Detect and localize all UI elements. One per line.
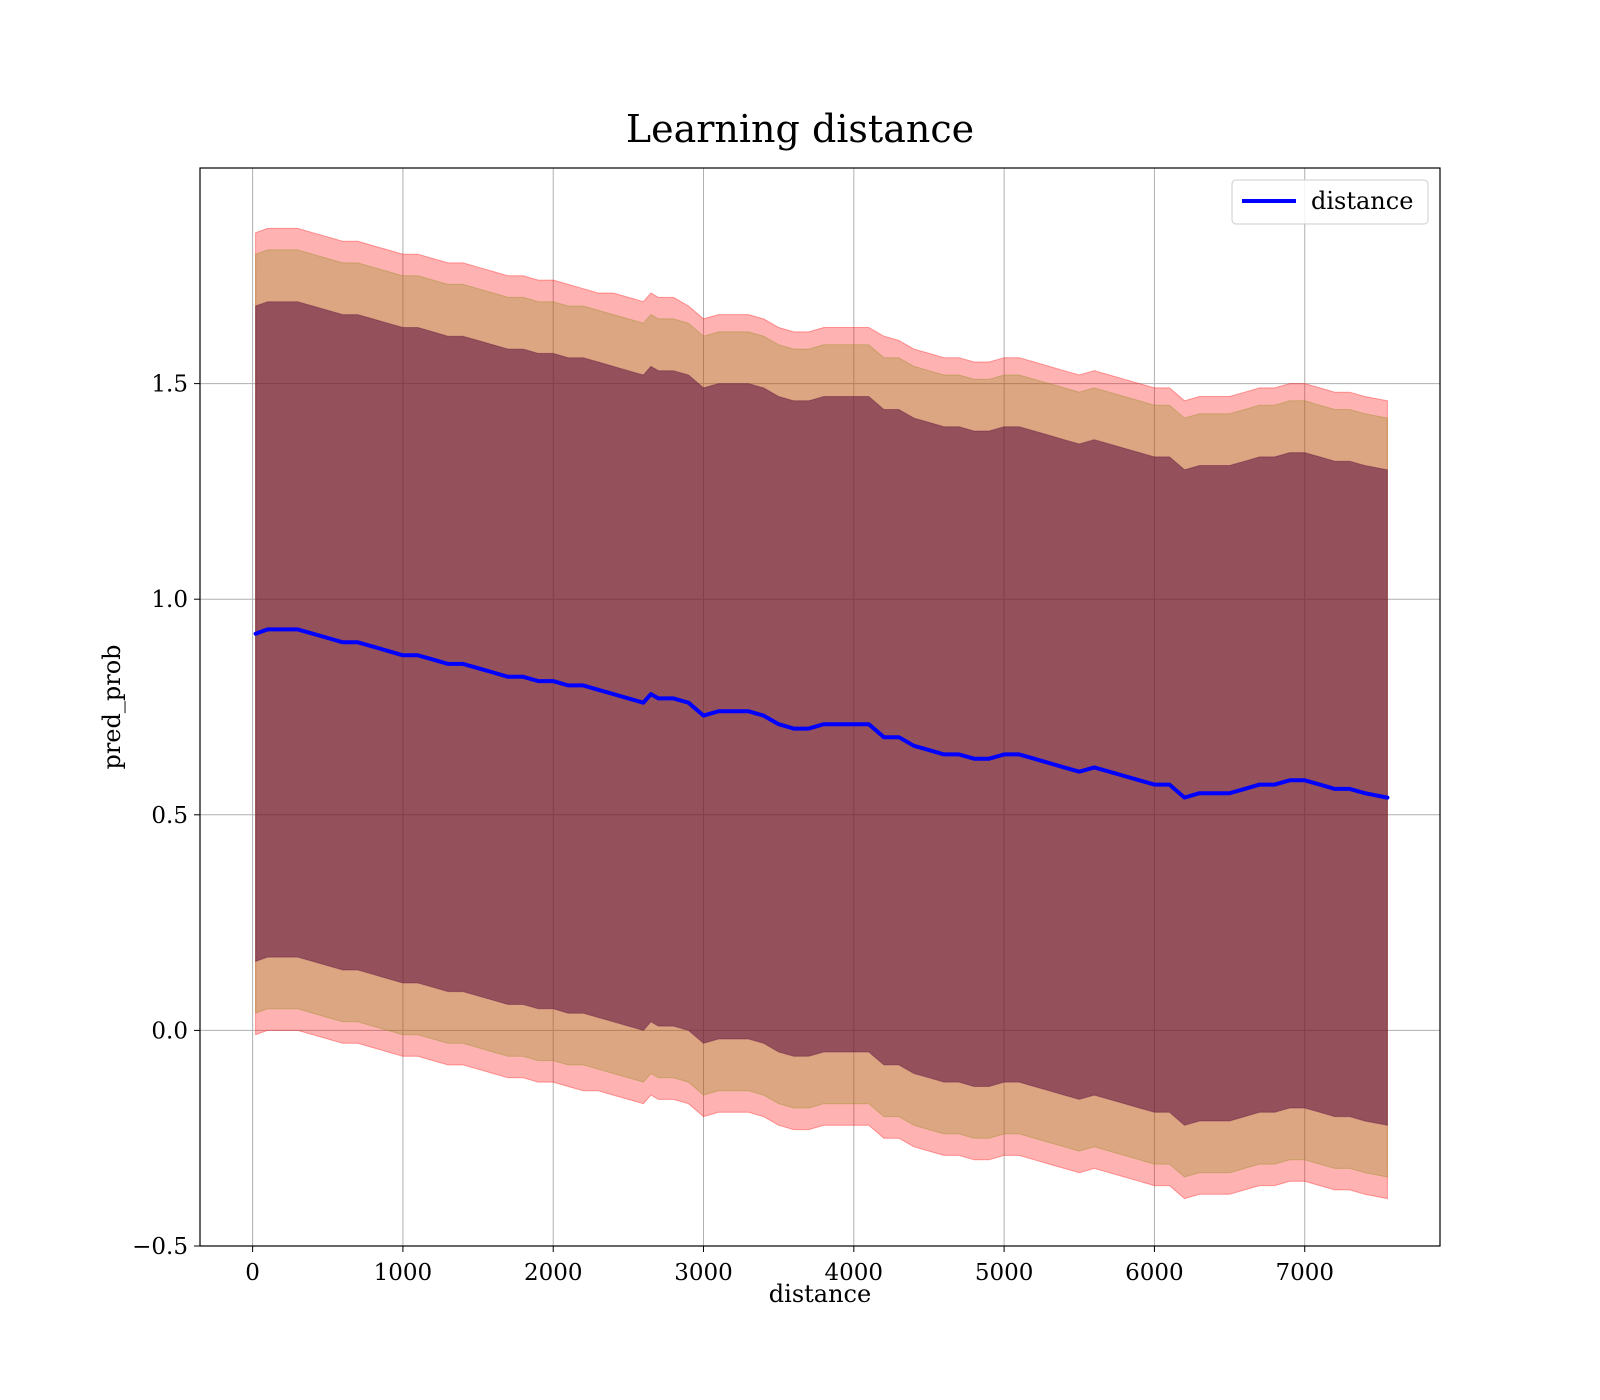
x-tick-label: 4000 (825, 1260, 884, 1286)
legend-label-distance: distance (1311, 187, 1413, 215)
x-axis-label: distance (769, 1280, 871, 1308)
y-tick-label: 0.5 (151, 803, 188, 829)
y-tick-label: 0.0 (151, 1018, 188, 1044)
legend: distance (1231, 179, 1429, 225)
band-inner (255, 301, 1388, 1126)
plot-frame (199, 167, 1441, 1247)
x-tick-label: 0 (245, 1260, 260, 1286)
x-tick-label: 6000 (1125, 1260, 1184, 1286)
x-tick-label: 1000 (374, 1260, 433, 1286)
x-tick-label: 3000 (674, 1260, 733, 1286)
legend-box (1231, 179, 1429, 225)
y-axis-label: pred_prob (98, 644, 126, 769)
x-axis-ticks: 0 1000 2000 3000 4000 5000 6000 7000 (245, 1246, 1334, 1286)
y-axis-ticks: −0.5 0.0 0.5 1.0 1.5 (132, 372, 200, 1260)
uncertainty-bands (255, 227, 1388, 1200)
x-tick-label: 5000 (975, 1260, 1034, 1286)
series-line-distance (253, 627, 1390, 800)
x-tick-label: 7000 (1275, 1260, 1334, 1286)
x-tick-label: 2000 (524, 1260, 583, 1286)
y-tick-label: −0.5 (132, 1234, 188, 1260)
y-tick-label: 1.5 (151, 372, 188, 398)
chart-title: Learning distance (626, 107, 974, 151)
series-lines (253, 627, 1390, 800)
y-tick-label: 1.0 (151, 587, 188, 613)
